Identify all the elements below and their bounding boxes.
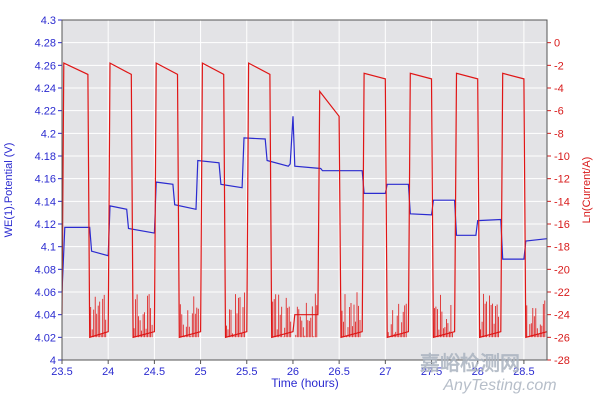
y-right-tick-label: -10 [554, 151, 570, 163]
series-layer [61, 62, 548, 339]
y-right-tick-label: -6 [554, 106, 564, 118]
y-left-tick-label: 4.3 [41, 15, 56, 27]
current-noise-band [133, 294, 153, 338]
y-left-tick-label: 4.06 [35, 287, 56, 299]
right-axis-ticks: 0 -2 -4 -6 -8 -10 -12 -14 -16 -18 -20 -22 -24 -26 -28 [547, 38, 570, 367]
x-axis-ticks: 23.5 24 24.5 25 25.5 26 26.5 27 27.5 28 28.5 [51, 360, 535, 378]
y-right-tick-label: -12 [554, 174, 570, 186]
y-left-tick-label: 4.26 [35, 60, 56, 72]
plot-background [62, 20, 547, 360]
current-noise-band [341, 292, 361, 338]
y-left-tick-label: 4.02 [35, 332, 56, 344]
y-left-tick-label: 4.16 [35, 174, 56, 186]
y-right-tick-label: -22 [554, 287, 570, 299]
series-line-potential [61, 116, 548, 293]
y-left-tick-label: 4.2 [41, 128, 56, 140]
watermark-cn: 嘉峪检测网 [419, 351, 520, 375]
y-right-tick-label: -4 [554, 83, 564, 95]
y-right-tick-label: -28 [554, 355, 570, 367]
y-left-tick-label: 4.14 [35, 196, 56, 208]
y-left-tick-label: 4.22 [35, 106, 56, 118]
y-right-tick-label: -24 [554, 310, 570, 322]
y-left-tick-label: 4.1 [41, 242, 56, 254]
x-tick-label: 27 [379, 366, 391, 378]
y-left-tick-label: 4.18 [35, 151, 56, 163]
x-tick-label: 25 [194, 366, 206, 378]
current-noise-band [480, 293, 499, 338]
y-left-tick-label: 4.04 [35, 310, 56, 322]
current-noise-band [226, 292, 245, 338]
current-noise-band [387, 303, 407, 338]
series-line-current [61, 62, 548, 339]
watermark-en: AnyTesting.com [442, 377, 556, 394]
y-right-tick-label: -2 [554, 60, 564, 72]
x-tick-label: 24 [102, 366, 114, 378]
plot-frame [61, 19, 548, 361]
x-tick-label: 26 [287, 366, 299, 378]
current-noise-band [434, 294, 453, 338]
x-tick-label: 24.5 [144, 366, 165, 378]
current-noise-band [90, 294, 107, 338]
current-noise-band [179, 296, 199, 338]
y-right-tick-label: -16 [554, 219, 570, 231]
y-right-tick-label: -14 [554, 196, 570, 208]
y-right-tick-label: -8 [554, 128, 564, 140]
x-tick-label: 26.5 [328, 366, 349, 378]
y-left-tick-label: 4.24 [35, 83, 56, 95]
y-right-tick-label: -18 [554, 242, 570, 254]
x-tick-label: 28 [472, 366, 484, 378]
y-right-tick-label: 0 [554, 38, 560, 50]
y-right-axis-title: Ln(Current/A) [581, 157, 593, 224]
x-tick-label: 28.5 [513, 366, 534, 378]
y-left-tick-label: 4 [50, 355, 56, 367]
x-tick-label: 23.5 [51, 366, 72, 378]
current-noise-band [526, 300, 546, 338]
y-left-tick-label: 4.12 [35, 219, 56, 231]
x-tick-label: 27.5 [421, 366, 442, 378]
x-axis-title: Time (hours) [271, 376, 339, 390]
y-left-tick-label: 4.08 [35, 264, 56, 276]
y-right-tick-label: -20 [554, 264, 570, 276]
x-tick-label: 25.5 [236, 366, 257, 378]
y-left-axis-title: WE(1).Potential (V) [3, 143, 15, 238]
y-right-tick-label: -26 [554, 332, 570, 344]
y-left-tick-label: 4.28 [35, 38, 56, 50]
current-noise-band [272, 294, 292, 338]
current-noise-band [295, 293, 318, 338]
left-axis-ticks: 44.024.044.064.084.14.124.144.164.184.24… [35, 15, 62, 367]
